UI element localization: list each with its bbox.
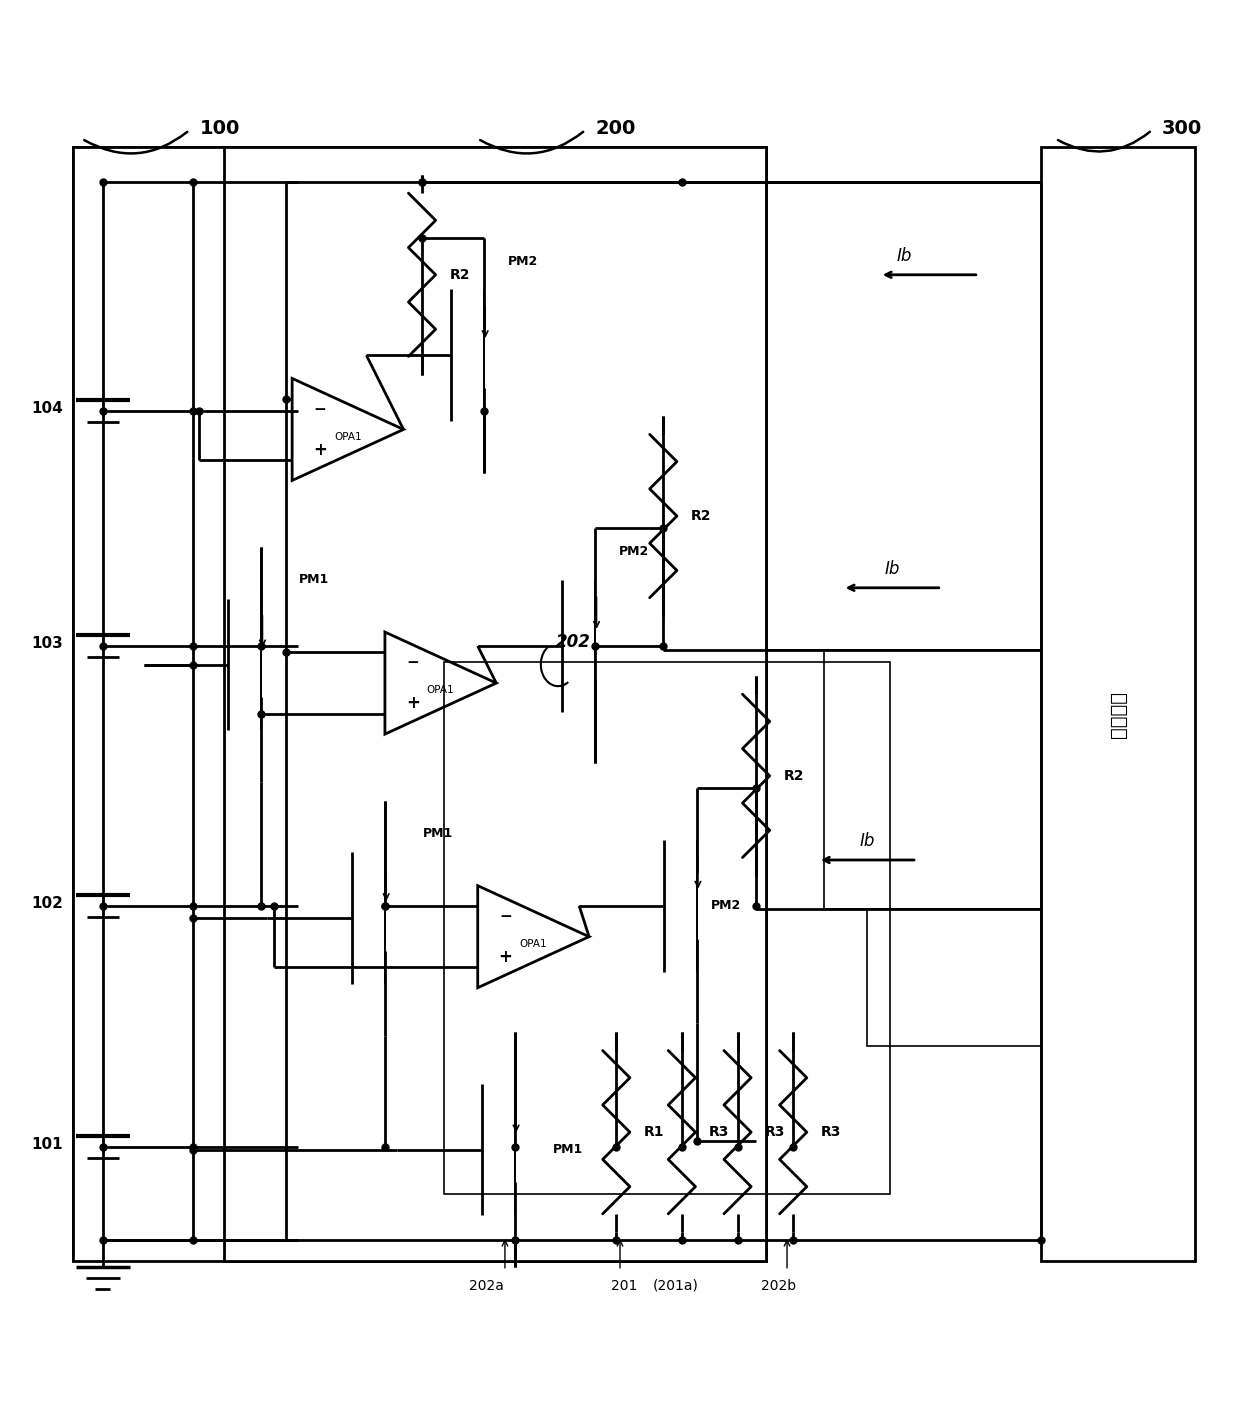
Text: 300: 300 (1162, 120, 1202, 139)
Text: 补偿单元: 补偿单元 (1109, 691, 1128, 737)
Text: +: + (405, 694, 419, 713)
Text: OPA1: OPA1 (334, 431, 362, 441)
Bar (766, 181, 1040, 650)
Text: 202a: 202a (469, 1278, 503, 1292)
Text: (201a): (201a) (652, 1278, 698, 1292)
Bar (1040, 147, 1195, 1261)
Text: 202b: 202b (761, 1278, 796, 1292)
Text: +: + (498, 948, 512, 967)
Text: 202: 202 (556, 633, 590, 651)
Text: +: + (312, 441, 327, 458)
Bar (868, 910, 1040, 1045)
Text: 103: 103 (31, 635, 63, 651)
Text: R2: R2 (691, 508, 711, 523)
Text: PM1: PM1 (423, 827, 453, 840)
Bar (73, 147, 766, 1261)
Text: PM2: PM2 (507, 254, 538, 267)
FancyArrowPatch shape (1058, 131, 1149, 151)
Bar (224, 147, 766, 1261)
Text: 201: 201 (610, 1278, 637, 1292)
Text: R2: R2 (449, 268, 470, 281)
Text: OPA1: OPA1 (427, 685, 454, 695)
Text: PM1: PM1 (299, 574, 329, 587)
Bar (193, 147, 286, 1261)
Bar (444, 663, 890, 1194)
Text: −: − (314, 401, 326, 417)
Text: PM2: PM2 (619, 545, 649, 558)
Text: 102: 102 (31, 895, 63, 911)
Text: 100: 100 (200, 120, 239, 139)
Text: 200: 200 (595, 120, 636, 139)
Text: −: − (407, 655, 419, 670)
Text: PM1: PM1 (553, 1142, 583, 1157)
Text: Ib: Ib (897, 247, 913, 266)
FancyArrowPatch shape (84, 131, 187, 153)
Text: Ib: Ib (859, 833, 875, 851)
Bar (73, 147, 193, 1261)
Text: R3: R3 (765, 1125, 785, 1140)
Text: Ib: Ib (884, 560, 900, 578)
Text: 104: 104 (31, 401, 63, 416)
Text: OPA1: OPA1 (520, 940, 547, 950)
Text: 101: 101 (32, 1137, 63, 1152)
Bar (825, 650, 1040, 910)
Text: R1: R1 (644, 1125, 663, 1140)
Text: R3: R3 (709, 1125, 729, 1140)
Text: PM2: PM2 (711, 900, 742, 912)
Text: R2: R2 (784, 768, 804, 783)
Text: R3: R3 (821, 1125, 841, 1140)
FancyArrowPatch shape (480, 131, 583, 153)
Text: −: − (500, 908, 512, 924)
